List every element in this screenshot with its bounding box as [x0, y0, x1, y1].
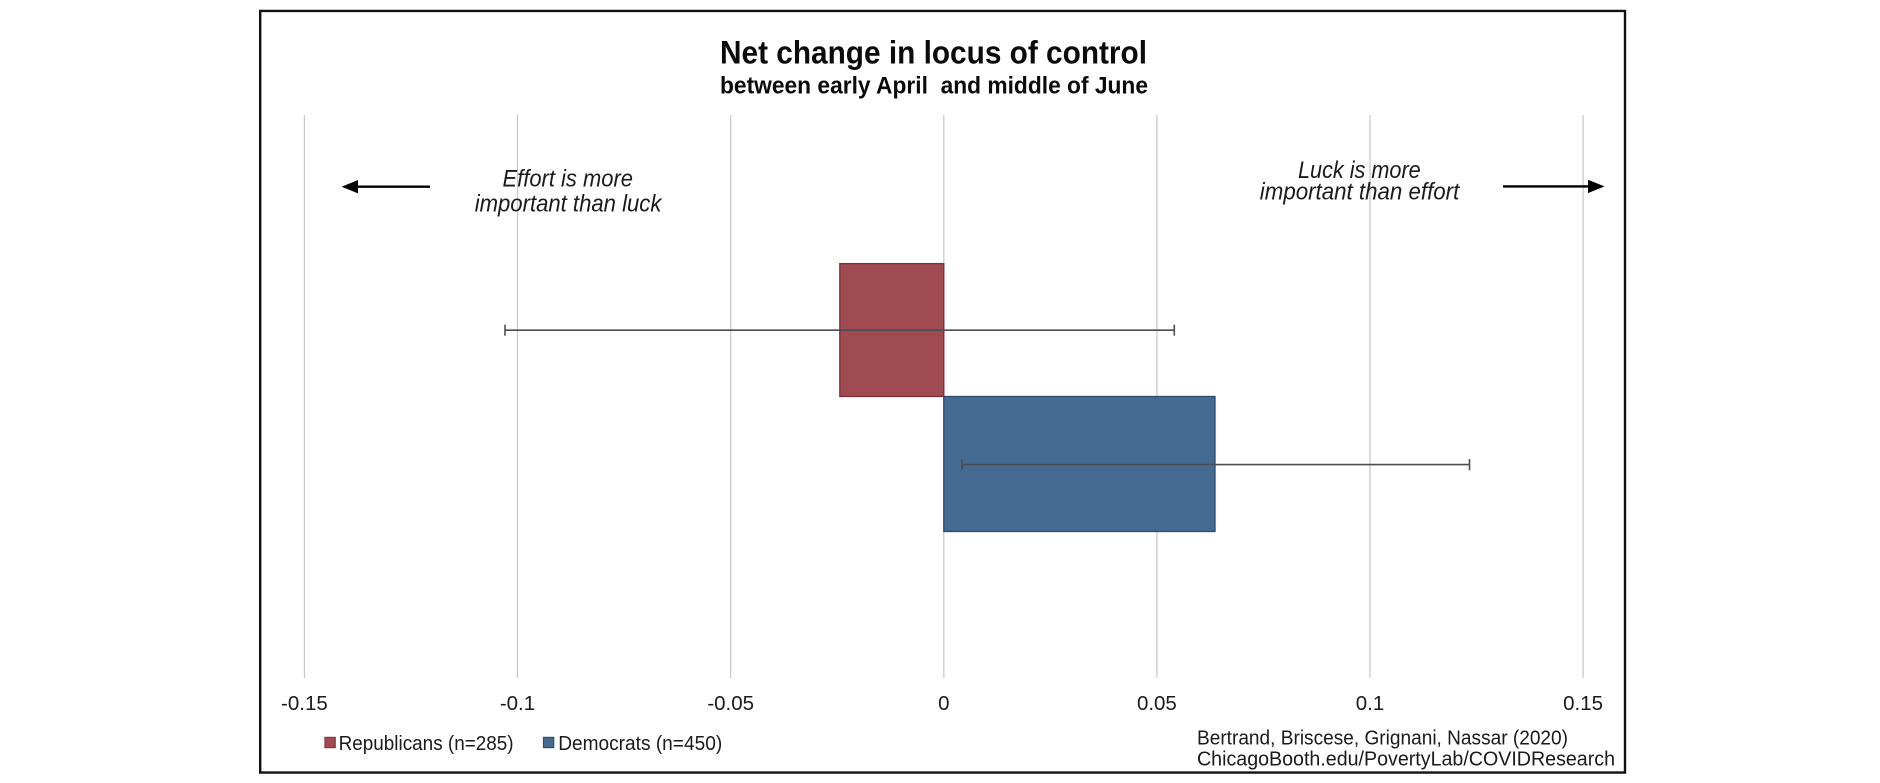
svg-text:Luck is more: Luck is more	[1298, 157, 1421, 184]
svg-text:0.05: 0.05	[1137, 692, 1177, 715]
svg-text:-0.05: -0.05	[707, 692, 754, 715]
svg-text:ChicagoBooth.edu/PovertyLab/CO: ChicagoBooth.edu/PovertyLab/COVIDResearc…	[1197, 748, 1615, 771]
svg-text:Democrats (n=450): Democrats (n=450)	[558, 733, 722, 755]
svg-text:Net change in locus of control: Net change in locus of control	[720, 35, 1147, 71]
svg-text:important than effort: important than effort	[1260, 179, 1461, 206]
svg-text:between early April and middl: between early April and middle of June	[720, 73, 1148, 100]
svg-text:-0.1: -0.1	[500, 692, 535, 715]
svg-text:0.1: 0.1	[1356, 692, 1385, 715]
svg-text:Republicans (n=285): Republicans (n=285)	[339, 733, 514, 755]
svg-text:0.15: 0.15	[1563, 692, 1603, 715]
svg-text:Effort is more: Effort is more	[503, 166, 634, 193]
svg-text:Bertrand, Briscese, Grignani,: Bertrand, Briscese, Grignani, Nassar (20…	[1197, 727, 1568, 750]
svg-text:-0.15: -0.15	[281, 692, 328, 715]
svg-text:0: 0	[938, 692, 949, 715]
svg-text:important than luck: important than luck	[475, 191, 664, 218]
